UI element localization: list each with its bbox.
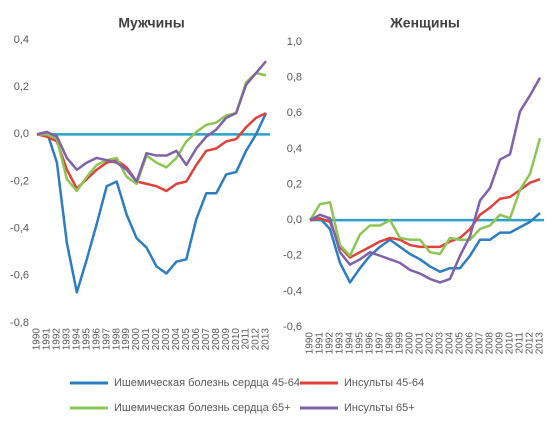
y-tick-label: 0,0 bbox=[14, 128, 29, 140]
x-tick-label: 2008 bbox=[485, 332, 496, 355]
y-tick-label: -0,6 bbox=[283, 321, 302, 333]
legend-label: Ишемическая болезнь сердца 45-64 bbox=[114, 377, 300, 389]
x-tick-label: 2011 bbox=[241, 328, 252, 350]
x-tick-label: 2003 bbox=[435, 332, 446, 355]
x-tick-label: 1996 bbox=[365, 332, 376, 355]
series-line bbox=[36, 60, 267, 183]
series-line bbox=[309, 77, 542, 284]
y-tick-label: 0,8 bbox=[287, 72, 302, 84]
x-tick-label: 2011 bbox=[515, 332, 526, 354]
y-tick-label: 0,0 bbox=[287, 214, 302, 226]
series-line bbox=[36, 111, 267, 193]
y-tick-label: 0,4 bbox=[14, 34, 29, 46]
x-tick-label: 1996 bbox=[91, 328, 102, 351]
x-tick-label: 2008 bbox=[211, 328, 222, 351]
x-tick-label: 2002 bbox=[425, 332, 436, 355]
x-tick-label: 2000 bbox=[131, 328, 142, 351]
x-tick-label: 2006 bbox=[465, 332, 476, 355]
x-tick-label: 1997 bbox=[375, 332, 386, 355]
x-tick-label: 1994 bbox=[345, 332, 356, 355]
x-tick-label: 1991 bbox=[42, 328, 53, 351]
x-tick-label: 1998 bbox=[385, 332, 396, 355]
y-tick-label: 0,2 bbox=[287, 178, 302, 190]
x-tick-label: 2009 bbox=[221, 328, 232, 351]
x-tick-label: 1998 bbox=[111, 328, 122, 351]
x-tick-label: 2005 bbox=[181, 328, 192, 351]
series-line bbox=[308, 137, 542, 257]
x-tick-label: 2012 bbox=[525, 332, 536, 355]
series-line bbox=[37, 71, 267, 193]
x-tick-label: 2007 bbox=[201, 328, 212, 351]
x-tick-label: 1999 bbox=[395, 332, 406, 355]
x-tick-label: 2005 bbox=[455, 332, 466, 355]
x-tick-label: 1999 bbox=[121, 328, 132, 351]
x-tick-label: 2012 bbox=[251, 328, 262, 351]
x-tick-label: 1997 bbox=[101, 328, 112, 351]
legend-label: Инсульты 45-64 bbox=[344, 377, 424, 389]
x-tick-label: 2002 bbox=[151, 328, 162, 351]
x-tick-label: 1991 bbox=[315, 332, 326, 355]
chart-title: Женщины bbox=[389, 15, 460, 31]
y-tick-label: -0,2 bbox=[10, 175, 29, 187]
x-tick-label: 2007 bbox=[475, 332, 486, 355]
x-tick-label: 2001 bbox=[415, 332, 426, 355]
x-tick-label: 2003 bbox=[161, 328, 172, 351]
x-tick-label: 1992 bbox=[325, 332, 336, 355]
x-tick-label: 2000 bbox=[405, 332, 416, 355]
x-tick-label: 1995 bbox=[81, 328, 92, 351]
x-tick-label: 1990 bbox=[32, 328, 43, 351]
x-tick-label: 1995 bbox=[355, 332, 366, 355]
y-tick-label: 0,6 bbox=[287, 107, 302, 119]
x-tick-label: 2004 bbox=[171, 328, 182, 351]
x-tick-label: 2010 bbox=[505, 332, 516, 355]
y-tick-label: 0,4 bbox=[287, 143, 302, 155]
y-tick-label: 1,0 bbox=[287, 36, 302, 48]
x-tick-label: 2013 bbox=[535, 332, 546, 355]
x-tick-label: 1992 bbox=[52, 328, 63, 351]
x-tick-label: 2004 bbox=[445, 332, 456, 355]
x-tick-label: 2001 bbox=[141, 328, 152, 351]
x-tick-label: 1990 bbox=[305, 332, 316, 355]
legend-label: Инсульты 65+ bbox=[344, 402, 415, 414]
legend-label: Ишемическая болезнь сердца 65+ bbox=[114, 402, 291, 414]
series-line bbox=[309, 212, 541, 284]
y-tick-label: -0,4 bbox=[10, 223, 29, 235]
chart-title: Мужчины bbox=[118, 15, 184, 31]
y-tick-label: 0,2 bbox=[14, 81, 29, 93]
x-tick-label: 2013 bbox=[261, 328, 272, 351]
x-tick-label: 1993 bbox=[62, 328, 73, 351]
y-tick-label: -0,4 bbox=[283, 285, 302, 297]
x-tick-label: 1993 bbox=[335, 332, 346, 355]
y-tick-label: -0,2 bbox=[283, 250, 302, 262]
x-tick-label: 1994 bbox=[71, 328, 82, 351]
x-tick-label: 2009 bbox=[495, 332, 506, 355]
y-tick-label: -0,6 bbox=[10, 270, 29, 282]
series-line bbox=[36, 112, 268, 294]
y-tick-label: -0,8 bbox=[10, 317, 29, 329]
x-tick-label: 2006 bbox=[191, 328, 202, 351]
x-tick-label: 2010 bbox=[231, 328, 242, 351]
